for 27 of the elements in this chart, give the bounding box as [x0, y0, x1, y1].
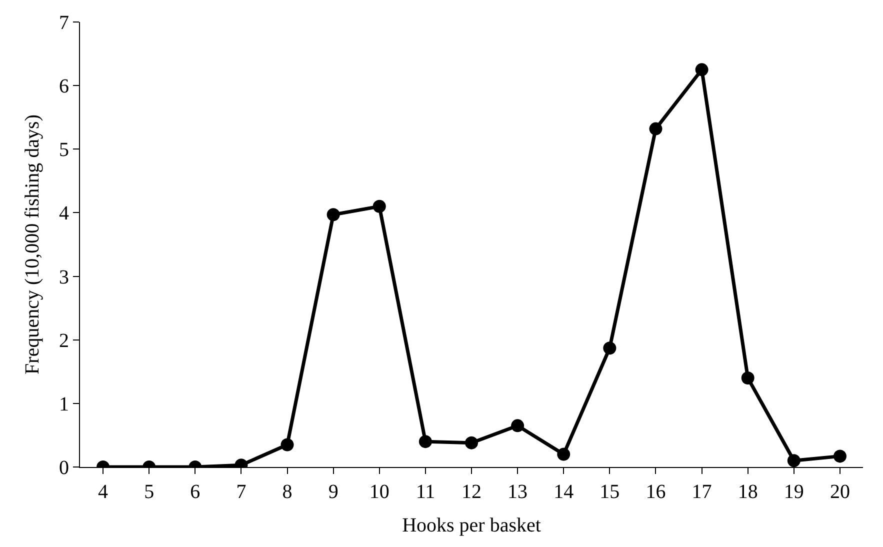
x-tick-label: 6 — [190, 481, 200, 503]
x-tick-label: 7 — [236, 481, 246, 503]
y-tick-label: 4 — [59, 202, 69, 225]
x-tick-label: 11 — [416, 481, 436, 503]
x-tick-label: 14 — [554, 481, 574, 503]
x-tick-label: 5 — [144, 481, 154, 503]
x-tick-label: 20 — [830, 481, 850, 503]
y-tick-label: 5 — [59, 139, 69, 162]
x-tick-label: 15 — [600, 481, 620, 503]
x-tick-label: 19 — [784, 481, 804, 503]
y-tick-label: 0 — [59, 457, 69, 479]
y-axis-title: Frequency (10,000 fishing days) — [22, 114, 44, 374]
x-axis-title: Hooks per basket — [402, 514, 542, 536]
y-tick-label: 6 — [59, 76, 69, 98]
x-tick-label: 12 — [462, 481, 482, 503]
x-tick-label: 13 — [508, 481, 528, 503]
x-tick-label: 17 — [692, 481, 712, 503]
y-tick-label: 2 — [59, 330, 69, 352]
x-tick-label: 10 — [369, 481, 390, 503]
y-tick-label: 7 — [59, 12, 69, 34]
x-tick-label: 4 — [98, 481, 108, 503]
x-tick-label: 9 — [328, 481, 338, 503]
y-tick-label: 1 — [59, 393, 69, 416]
x-tick-label: 16 — [646, 481, 666, 503]
x-tick-label: 8 — [282, 481, 292, 503]
x-tick-label: 18 — [738, 481, 758, 503]
y-tick-label: 3 — [59, 266, 69, 288]
